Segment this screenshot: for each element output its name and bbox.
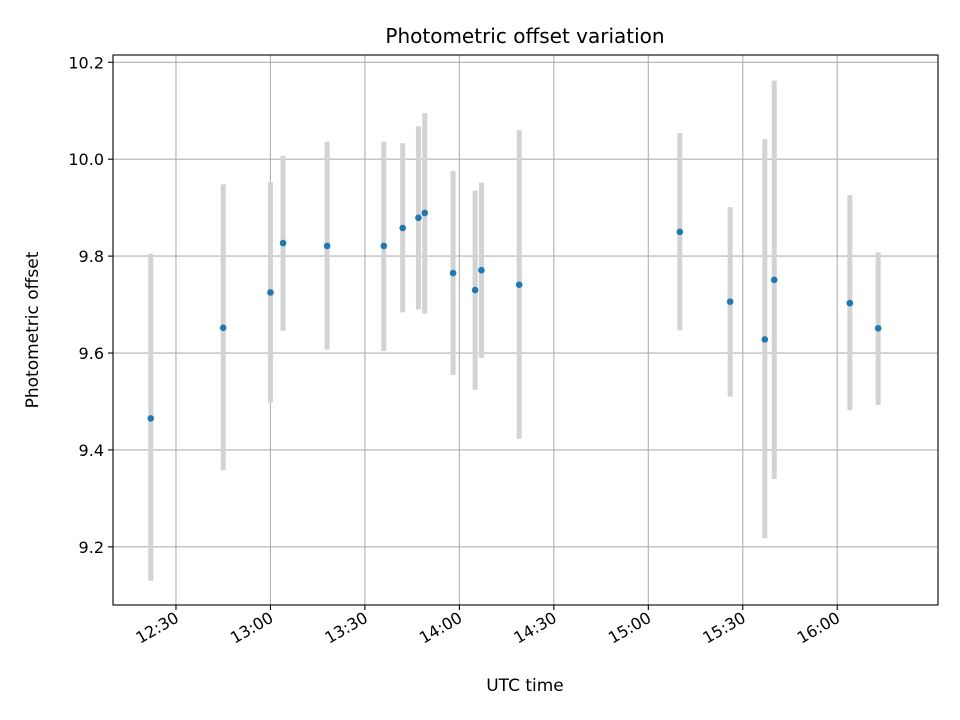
- y-tick-label: 9.6: [79, 344, 104, 363]
- chart-title: Photometric offset variation: [385, 24, 664, 48]
- data-point: [726, 298, 734, 305]
- plot-area: [113, 55, 938, 605]
- data-points: [147, 209, 882, 422]
- grid: [113, 55, 938, 605]
- plot-frame: [112, 54, 939, 606]
- data-point: [415, 214, 422, 222]
- data-point: [147, 415, 155, 422]
- data-point: [219, 324, 227, 332]
- y-tick-label: 9.4: [79, 441, 104, 460]
- y-tick-label: 9.8: [79, 247, 104, 266]
- x-axis-label: UTC time: [486, 676, 564, 696]
- y-axis-label: Photometric offset: [23, 251, 43, 408]
- data-point: [761, 336, 769, 343]
- data-point: [267, 289, 274, 296]
- data-point: [380, 242, 388, 250]
- data-point: [478, 266, 485, 274]
- data-point: [676, 228, 684, 236]
- data-point: [471, 286, 479, 294]
- data-point: [515, 281, 523, 288]
- data-point: [279, 239, 287, 247]
- data-point: [846, 299, 854, 307]
- y-tick-label: 10.2: [68, 53, 104, 72]
- data-point: [770, 276, 778, 284]
- y-tick-label: 10.0: [68, 150, 104, 169]
- y-tick-label: 9.2: [79, 538, 104, 557]
- data-point: [874, 325, 882, 332]
- data-point: [449, 269, 457, 277]
- data-point: [421, 209, 429, 217]
- data-point: [399, 224, 406, 232]
- data-point: [323, 242, 331, 250]
